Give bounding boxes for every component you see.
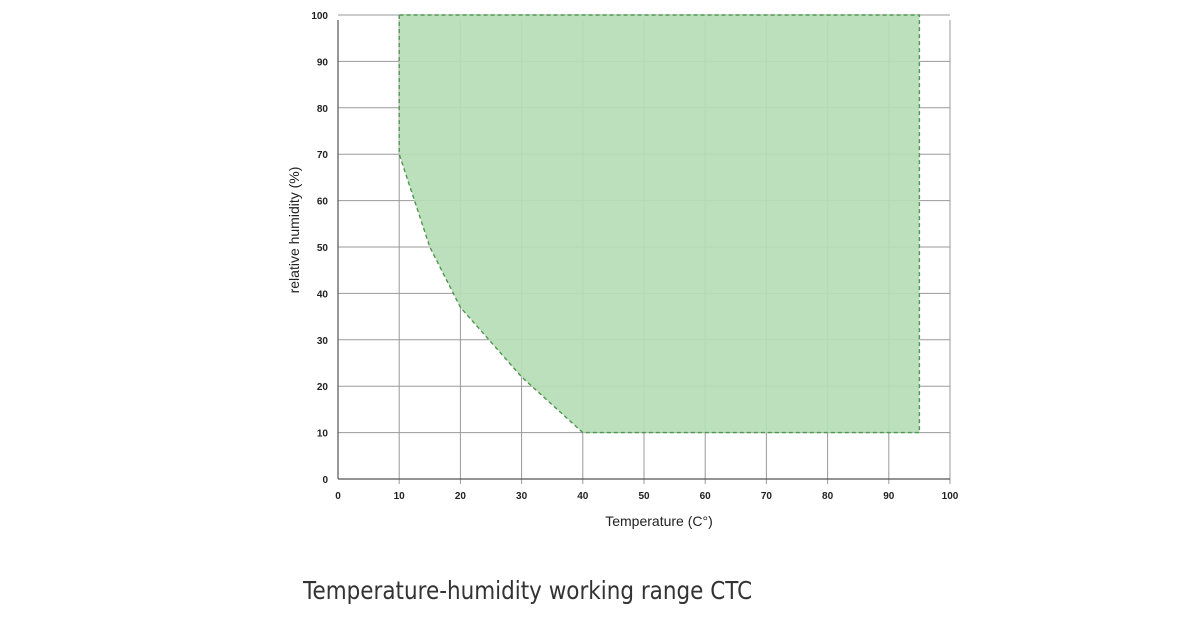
x-tick-label: 30 <box>516 491 528 502</box>
figure-caption: Temperature-humidity working range CTC <box>303 576 753 605</box>
y-tick-label: 50 <box>317 243 329 254</box>
x-tick-label: 70 <box>761 491 773 502</box>
x-tick-label: 80 <box>822 491 834 502</box>
y-axis-title: relative humidity (%) <box>286 167 302 294</box>
y-tick-label: 30 <box>317 336 329 347</box>
tick-labels: 0 10 20 30 40 50 60 70 80 90 100 0 10 20 30 40 50 60 70 80 9… <box>311 11 958 502</box>
y-tick-label: 40 <box>317 289 329 300</box>
working-range-chart: 0 10 20 30 40 50 60 70 80 90 100 0 10 20 30 40 50 60 70 80 9… <box>286 11 959 529</box>
y-tick-label: 80 <box>317 104 329 115</box>
region-layer <box>398 14 921 434</box>
x-tick-label: 10 <box>394 491 406 502</box>
x-tick-label: 60 <box>700 491 712 502</box>
x-tick-label: 0 <box>335 491 341 502</box>
axis-layer <box>337 20 950 480</box>
x-axis-title: Temperature (C°) <box>605 513 713 529</box>
y-tick-label: 60 <box>317 197 329 208</box>
x-tick-label: 50 <box>638 491 650 502</box>
y-tick-label: 10 <box>317 429 329 440</box>
y-tick-label: 90 <box>317 57 329 68</box>
x-tick-label: 40 <box>577 491 589 502</box>
y-tick-label: 70 <box>317 150 329 161</box>
y-tick-label: 100 <box>311 11 328 22</box>
y-tick-label: 20 <box>317 382 329 393</box>
y-tick-label: 0 <box>322 475 328 486</box>
x-tick-label: 20 <box>455 491 467 502</box>
x-tick-label: 100 <box>942 491 959 502</box>
working-range-area <box>398 14 921 434</box>
x-tick-label: 90 <box>883 491 895 502</box>
